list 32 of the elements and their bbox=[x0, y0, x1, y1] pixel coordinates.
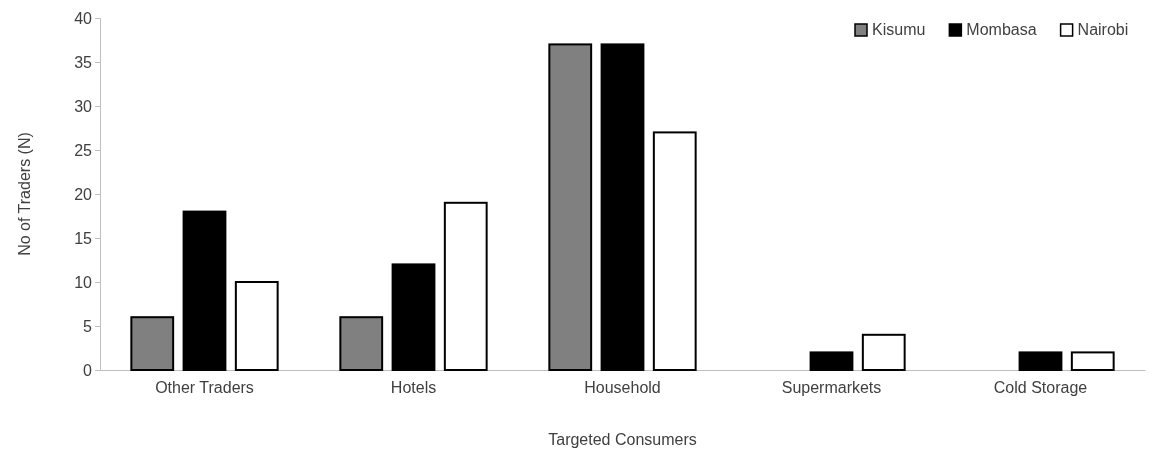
bar bbox=[391, 263, 436, 371]
y-tick-label: 10 bbox=[74, 273, 93, 291]
bar bbox=[234, 281, 279, 371]
bar bbox=[443, 201, 488, 371]
y-axis-title: No of Traders (N) bbox=[16, 132, 33, 256]
bar bbox=[809, 351, 854, 371]
y-tick-label: 35 bbox=[74, 53, 93, 71]
x-axis-title: Targeted Consumers bbox=[548, 431, 697, 448]
legend-label: Nairobi bbox=[1077, 21, 1129, 38]
bar bbox=[861, 333, 906, 371]
y-tick-label: 5 bbox=[83, 317, 93, 335]
bar bbox=[182, 210, 227, 371]
bar bbox=[652, 131, 697, 371]
y-tick-label: 40 bbox=[74, 9, 93, 27]
bar bbox=[600, 43, 645, 371]
bar bbox=[1018, 351, 1063, 371]
x-tick-label: Hotels bbox=[390, 379, 437, 397]
bar bbox=[130, 316, 175, 371]
bar bbox=[1070, 351, 1115, 371]
bar bbox=[548, 43, 593, 371]
y-tick-label: 0 bbox=[83, 361, 93, 379]
y-tick-label: 15 bbox=[74, 229, 93, 247]
legend-label: Kisumu bbox=[872, 21, 926, 38]
x-tick-label: Other Traders bbox=[155, 379, 254, 397]
bar bbox=[339, 316, 384, 371]
y-tick-label: 20 bbox=[74, 185, 93, 203]
x-tick-label: Household bbox=[584, 379, 661, 397]
x-tick-label: Cold Storage bbox=[993, 379, 1088, 397]
y-tick-label: 30 bbox=[74, 97, 93, 115]
y-tick-label: 25 bbox=[74, 141, 93, 159]
x-tick-label: Supermarkets bbox=[781, 379, 882, 397]
legend-label: Mombasa bbox=[966, 21, 1037, 38]
